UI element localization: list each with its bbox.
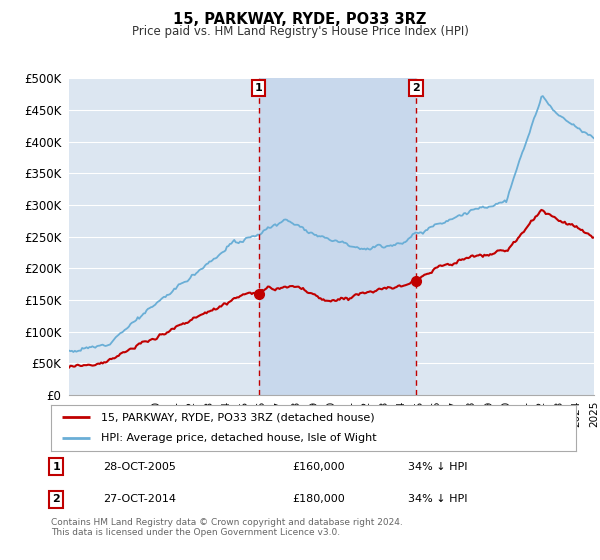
Text: 34% ↓ HPI: 34% ↓ HPI bbox=[408, 461, 467, 472]
Text: 28-OCT-2005: 28-OCT-2005 bbox=[104, 461, 176, 472]
Text: £180,000: £180,000 bbox=[293, 494, 345, 505]
Text: 15, PARKWAY, RYDE, PO33 3RZ (detached house): 15, PARKWAY, RYDE, PO33 3RZ (detached ho… bbox=[101, 412, 374, 422]
Text: £160,000: £160,000 bbox=[293, 461, 345, 472]
Text: 1: 1 bbox=[254, 83, 262, 93]
Text: HPI: Average price, detached house, Isle of Wight: HPI: Average price, detached house, Isle… bbox=[101, 433, 377, 444]
Text: Price paid vs. HM Land Registry's House Price Index (HPI): Price paid vs. HM Land Registry's House … bbox=[131, 25, 469, 38]
Text: 34% ↓ HPI: 34% ↓ HPI bbox=[408, 494, 467, 505]
Bar bbox=[259, 78, 416, 395]
Text: 2: 2 bbox=[52, 494, 60, 505]
Text: 2: 2 bbox=[412, 83, 420, 93]
Text: 15, PARKWAY, RYDE, PO33 3RZ: 15, PARKWAY, RYDE, PO33 3RZ bbox=[173, 12, 427, 27]
Text: 27-OCT-2014: 27-OCT-2014 bbox=[104, 494, 176, 505]
Text: Contains HM Land Registry data © Crown copyright and database right 2024.
This d: Contains HM Land Registry data © Crown c… bbox=[51, 518, 403, 538]
Text: 1: 1 bbox=[52, 461, 60, 472]
